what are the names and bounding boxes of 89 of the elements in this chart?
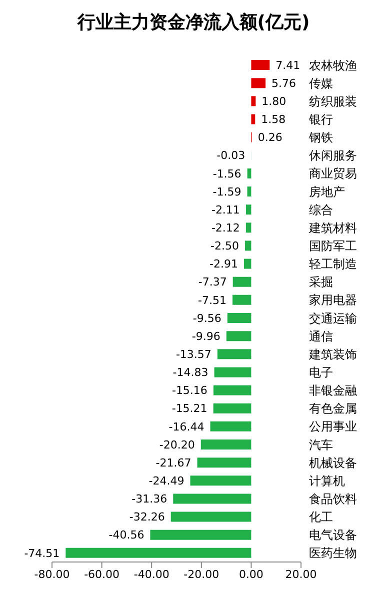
data-label: 7.41 — [276, 58, 300, 72]
bar — [200, 440, 252, 450]
data-label: -1.56 — [212, 167, 242, 180]
x-tick-label: 0.00 — [238, 568, 264, 581]
data-label: -2.50 — [210, 240, 239, 253]
y-tick-label: 休闲服务 — [309, 148, 357, 163]
bar — [251, 78, 266, 88]
y-tick-label: 房地产 — [309, 184, 345, 199]
y-tick-label: 汽车 — [309, 438, 333, 452]
bar — [251, 114, 256, 124]
data-label: -14.83 — [172, 366, 208, 380]
y-tick-label: 轻工制造 — [309, 257, 357, 272]
bar — [247, 168, 252, 178]
data-label: -2.11 — [211, 203, 240, 216]
data-label: -1.59 — [212, 185, 242, 198]
y-tick-label: 商业贸易 — [309, 166, 357, 181]
data-label: 1.58 — [261, 113, 286, 126]
y-tick-label: 电子 — [309, 366, 333, 380]
bar — [232, 276, 252, 287]
y-tick-label: 电气设备 — [309, 528, 357, 542]
bar — [246, 222, 252, 233]
y-tick-label: 机械设备 — [309, 456, 357, 470]
x-tick-label: -60.00 — [84, 568, 120, 581]
bar — [244, 240, 252, 251]
data-label: -24.49 — [148, 474, 184, 488]
data-label: -31.36 — [132, 492, 168, 506]
y-tick-label: 计算机 — [309, 474, 345, 488]
y-tick-label: 通信 — [309, 329, 333, 344]
data-label: -0.03 — [216, 149, 246, 162]
data-label: -16.44 — [168, 420, 204, 434]
data-label: -15.16 — [172, 384, 208, 398]
bar — [214, 367, 252, 378]
y-tick-label: 钢铁 — [308, 130, 333, 145]
data-label: -2.91 — [209, 258, 238, 271]
y-tick-label: 医药生物 — [309, 546, 357, 560]
y-tick-label: 交通运输 — [309, 311, 357, 326]
y-tick-label: 有色金属 — [309, 402, 357, 416]
y-tick-label: 综合 — [309, 202, 333, 217]
bar — [170, 512, 252, 522]
data-label: -13.57 — [176, 348, 212, 361]
y-tick-label: 建筑材料 — [308, 220, 357, 235]
bar — [66, 548, 252, 558]
y-tick-label: 农林牧渔 — [309, 58, 357, 72]
y-tick-label: 采掘 — [309, 275, 333, 290]
bar — [150, 530, 252, 540]
bar — [251, 60, 270, 70]
y-tick-label: 国防军工 — [309, 239, 357, 254]
data-label: -2.12 — [211, 221, 240, 234]
y-tick-label: 建筑装饰 — [308, 347, 357, 362]
x-tick-label: 20.00 — [285, 568, 317, 581]
y-tick-label: 纺织服装 — [309, 94, 357, 108]
bar — [227, 313, 252, 323]
bar — [173, 494, 252, 504]
bar — [247, 186, 252, 196]
bar — [226, 331, 252, 342]
y-tick-label: 传媒 — [309, 76, 333, 90]
data-label: -15.21 — [172, 402, 208, 416]
data-label: -9.96 — [192, 330, 220, 343]
data-label: -20.20 — [159, 438, 195, 452]
bar — [251, 96, 256, 106]
data-label: -9.56 — [192, 312, 222, 325]
y-tick-label: 公用事业 — [309, 420, 357, 434]
data-label: -21.67 — [156, 456, 192, 470]
y-tick-label: 非银金融 — [309, 384, 357, 398]
y-tick-label: 银行 — [308, 112, 333, 127]
x-tick-label: -80.00 — [34, 568, 70, 581]
x-tick-label: -20.00 — [184, 568, 220, 581]
bar — [210, 421, 252, 432]
bar — [244, 258, 252, 269]
bar — [246, 204, 252, 215]
chart-title: 行业主力资金净流入额(亿元) — [76, 11, 311, 35]
bar — [213, 385, 252, 396]
data-label: -7.51 — [198, 294, 226, 307]
bar — [232, 294, 252, 305]
data-label: -74.51 — [24, 546, 60, 560]
bar — [197, 458, 252, 468]
x-tick-label: -40.00 — [134, 568, 170, 581]
data-label: -40.56 — [108, 528, 144, 542]
data-label: 5.76 — [272, 76, 296, 90]
data-label: -32.26 — [129, 510, 165, 524]
y-tick-label: 化工 — [309, 510, 333, 524]
y-tick-label: 食品饮料 — [309, 492, 357, 506]
bar — [213, 403, 252, 414]
data-label: -7.37 — [198, 276, 227, 289]
bar — [190, 476, 252, 486]
data-label: 0.26 — [258, 131, 282, 144]
y-tick-label: 家用电器 — [309, 293, 357, 308]
bar — [217, 349, 252, 360]
data-label: 1.80 — [262, 94, 286, 108]
